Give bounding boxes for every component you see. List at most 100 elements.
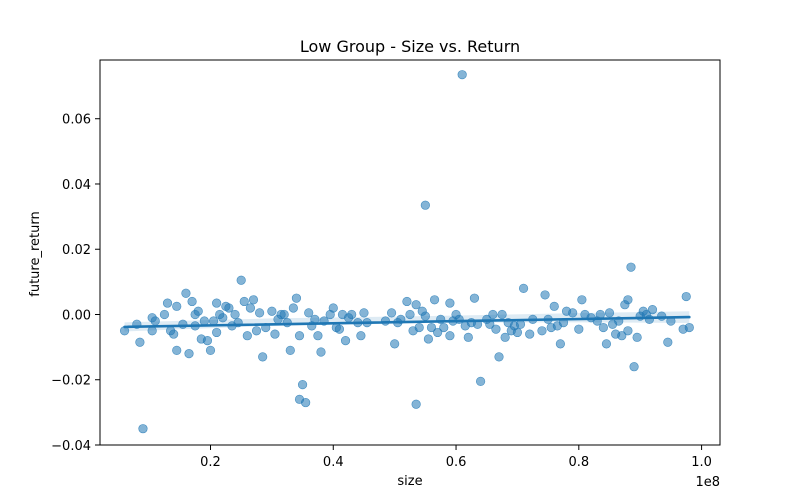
- scatter-point: [626, 262, 636, 272]
- y-tick-label: −0.04: [51, 439, 91, 454]
- scatter-point: [537, 326, 547, 336]
- scatter-point: [169, 329, 179, 339]
- x-tick-label: 0.8: [568, 455, 589, 470]
- y-tick-label: −0.02: [51, 374, 91, 389]
- scatter-point: [549, 301, 559, 311]
- scatter-point: [623, 326, 633, 336]
- scatter-point: [224, 303, 234, 313]
- x-tick-label: 0.4: [323, 455, 344, 470]
- chart-title: Low Group - Size vs. Return: [300, 37, 520, 56]
- scatter-point: [494, 352, 504, 362]
- scatter-point: [251, 326, 262, 336]
- scatter-point: [555, 339, 565, 349]
- scatter-point: [423, 334, 434, 344]
- scatter-point: [304, 308, 314, 318]
- scatter-point: [604, 308, 615, 318]
- scatter-point: [518, 283, 529, 293]
- scatter-point: [279, 309, 289, 320]
- scatter-point: [598, 322, 608, 333]
- scatter-point: [500, 332, 510, 342]
- y-axis: −0.04 −0.02 0.00 0.02 0.04 0.06: [51, 113, 100, 454]
- scatter-point: [347, 309, 357, 320]
- scatter-point: [577, 295, 587, 305]
- scatter-point: [255, 308, 265, 318]
- scatter-point: [426, 322, 437, 333]
- scatter-point: [525, 329, 535, 339]
- scatter-point: [433, 327, 443, 338]
- scatter-point: [297, 380, 308, 390]
- regression-line: [123, 315, 691, 329]
- scatter-point: [178, 319, 188, 329]
- scatter-point: [629, 362, 639, 372]
- y-tick-label: 0.06: [62, 113, 91, 128]
- scatter-point: [574, 324, 584, 334]
- scatter-point: [267, 306, 277, 316]
- scatter-point: [359, 308, 369, 318]
- scatter-point: [411, 399, 421, 409]
- x-axis: 0.2 0.4 0.6 0.8 1.0: [200, 445, 712, 470]
- scatter-point: [150, 316, 160, 326]
- plot-area-frame: [99, 59, 721, 446]
- scatter-point: [212, 298, 222, 308]
- scatter-point: [285, 345, 295, 355]
- regression-line-layer: [123, 315, 691, 329]
- scatter-point: [258, 352, 268, 362]
- scatter-point: [328, 303, 338, 313]
- scatter-point: [172, 301, 182, 311]
- scatter-point: [491, 324, 501, 334]
- scatter-point: [291, 293, 302, 303]
- scatter-point: [469, 293, 480, 303]
- scatter-point: [184, 349, 194, 359]
- scatter-point: [540, 290, 550, 300]
- scatter-point: [242, 331, 252, 341]
- scatter-point: [390, 339, 400, 349]
- scatter-point: [512, 327, 523, 338]
- scatter-point: [230, 309, 240, 320]
- scatter-point: [334, 324, 345, 334]
- scatter-point: [475, 376, 486, 386]
- scatter-point: [457, 70, 467, 80]
- scatter-point: [159, 309, 170, 320]
- scatter-point: [684, 322, 694, 333]
- scatter-point: [147, 326, 157, 336]
- scatter-point: [402, 296, 412, 307]
- x-tick-label: 1.0: [691, 455, 712, 470]
- scatter-point: [135, 337, 145, 347]
- scatter-point: [617, 331, 627, 341]
- scatter-point: [236, 275, 246, 285]
- scatter-point: [568, 308, 578, 318]
- scatter-point: [199, 316, 209, 326]
- y-axis-label: future_return: [28, 211, 43, 296]
- scatter-point: [288, 303, 298, 313]
- scatter-point: [463, 332, 473, 342]
- scatter-point: [187, 296, 197, 307]
- scatter-point: [356, 331, 366, 341]
- scatter-point: [212, 327, 222, 338]
- scatter-point: [313, 331, 323, 341]
- y-tick-label: 0.00: [62, 308, 91, 323]
- scatter-point: [181, 288, 191, 298]
- x-axis-label: size: [397, 474, 422, 489]
- scatter-point: [162, 298, 173, 308]
- scatter-point: [138, 424, 148, 434]
- scatter-point: [623, 295, 633, 305]
- scatter-point: [414, 322, 424, 333]
- scatter-point: [663, 337, 673, 347]
- scatter-point: [601, 339, 612, 349]
- scatter-point: [193, 306, 203, 316]
- y-tick-label: 0.04: [62, 178, 91, 193]
- x-axis-offset-label: 1e8: [695, 475, 720, 490]
- scatter-point: [248, 295, 259, 305]
- scatter-point: [439, 322, 449, 333]
- scatter-point: [202, 335, 213, 346]
- x-tick-label: 0.2: [200, 455, 221, 470]
- scatter-point: [386, 308, 397, 318]
- y-tick-label: 0.02: [62, 243, 91, 258]
- scatter-point: [282, 318, 292, 328]
- scatter-point: [420, 200, 430, 210]
- scatter-point: [218, 313, 228, 323]
- scatter-point: [316, 347, 326, 357]
- scatter-point: [681, 291, 691, 302]
- scatter-point: [239, 296, 249, 307]
